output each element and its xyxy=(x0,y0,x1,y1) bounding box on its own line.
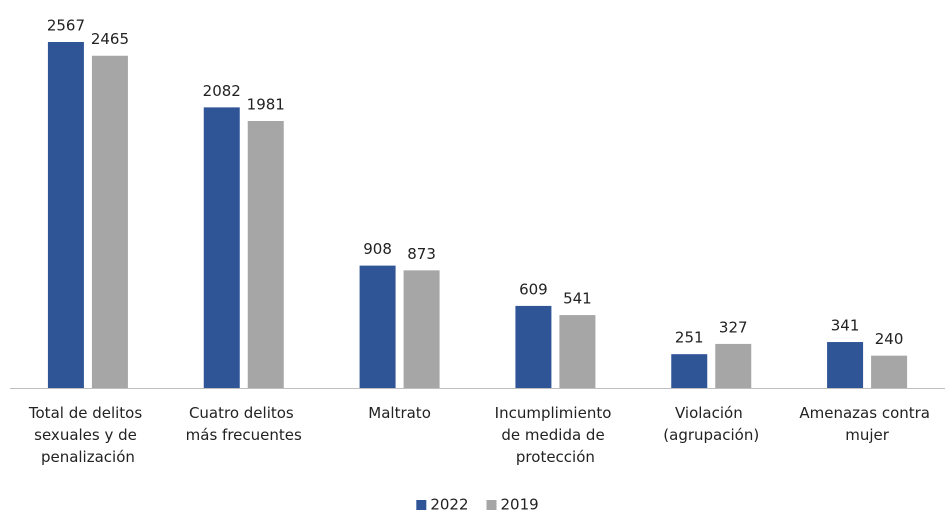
legend: 2022 2019 xyxy=(416,496,539,512)
x-tick-label: Incumplimiento de medida de protección xyxy=(495,404,617,466)
label-line: protección xyxy=(516,448,595,466)
value-label: 240 xyxy=(875,330,904,348)
bar xyxy=(515,305,552,388)
label-line: Cuatro delitos xyxy=(189,404,299,422)
label-line: Incumplimiento xyxy=(495,404,617,422)
legend-swatch xyxy=(486,500,497,510)
x-tick-label: Maltrato xyxy=(368,404,431,422)
bar xyxy=(247,120,284,388)
x-tick-label: Amenazas contra mujer xyxy=(799,404,934,444)
label-line: (agrupación) xyxy=(663,426,759,444)
label-line: sexuales y de xyxy=(34,426,142,444)
legend-label: 2022 xyxy=(430,496,468,512)
value-label: 1981 xyxy=(247,95,285,113)
value-label: 2465 xyxy=(91,30,129,48)
label-line: penalización xyxy=(41,448,135,466)
legend-swatch xyxy=(416,500,427,510)
label-line: Violación xyxy=(675,404,748,422)
label-line: más frecuentes xyxy=(186,426,302,444)
bar xyxy=(671,354,708,388)
label-line: Maltrato xyxy=(368,404,431,422)
bar xyxy=(47,42,84,388)
bar xyxy=(403,270,440,388)
label-line: mujer xyxy=(845,426,890,444)
value-label: 609 xyxy=(519,280,548,298)
value-label: 2567 xyxy=(47,17,85,35)
bar xyxy=(359,265,396,388)
value-label: 908 xyxy=(363,240,392,258)
label-line: de medida de xyxy=(501,426,609,444)
x-tick-label: Violación (agrupación) xyxy=(663,404,759,444)
bar xyxy=(715,343,752,388)
label-line: Total de delitos xyxy=(28,404,147,422)
bar xyxy=(559,315,596,388)
value-label: 341 xyxy=(831,317,860,335)
value-label: 541 xyxy=(563,290,592,308)
bar xyxy=(827,342,864,388)
label-line: Amenazas contra xyxy=(799,404,934,422)
legend-label: 2019 xyxy=(501,496,539,512)
bar xyxy=(203,107,240,388)
value-label: 327 xyxy=(719,318,748,336)
value-label: 873 xyxy=(407,245,436,263)
x-tick-label: Cuatro delitos más frecuentes xyxy=(186,404,302,444)
bar xyxy=(91,55,128,388)
bar xyxy=(871,355,908,388)
value-label: 251 xyxy=(675,329,704,347)
value-label: 2082 xyxy=(203,82,241,100)
x-tick-label: Total de delitos sexuales y de penalizac… xyxy=(28,404,147,466)
